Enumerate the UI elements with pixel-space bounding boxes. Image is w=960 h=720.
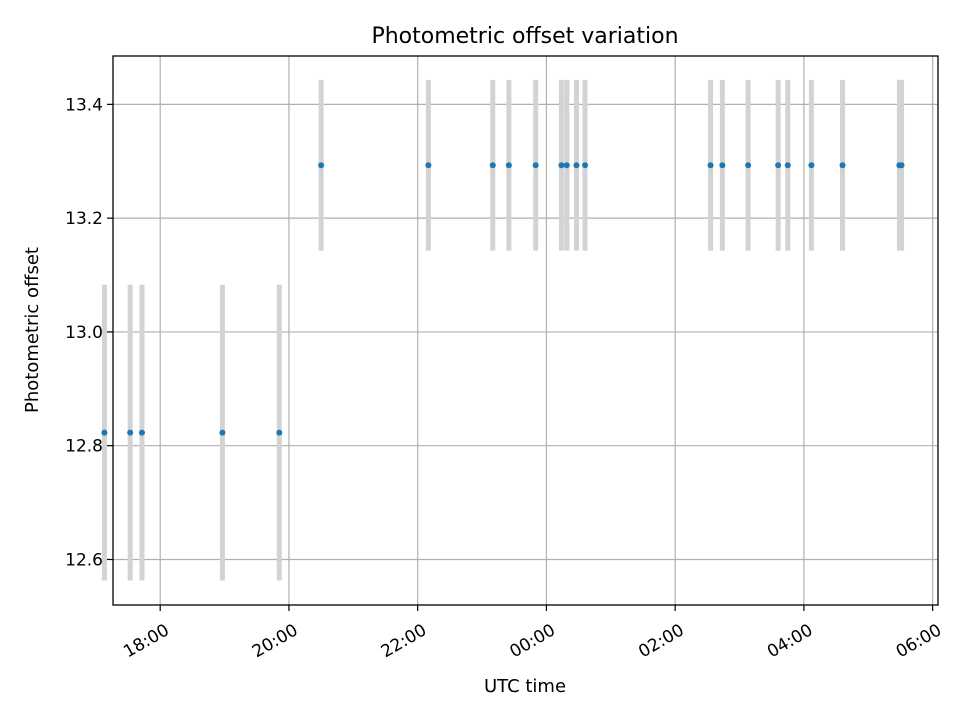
data-point xyxy=(558,162,565,169)
data-point xyxy=(898,162,905,169)
data-point xyxy=(505,162,512,169)
y-axis-label: Photometric offset xyxy=(22,247,43,413)
data-point xyxy=(276,429,283,436)
chart-title: Photometric offset variation xyxy=(371,24,678,49)
data-point xyxy=(563,162,570,169)
data-point xyxy=(839,162,846,169)
data-point xyxy=(318,162,325,169)
data-point xyxy=(582,162,589,169)
data-point xyxy=(775,162,782,169)
data-point xyxy=(425,162,432,169)
y-tick-label: 12.8 xyxy=(65,437,103,457)
data-point xyxy=(219,429,226,436)
data-point xyxy=(532,162,539,169)
data-point xyxy=(101,429,108,436)
data-point xyxy=(127,429,134,436)
data-point xyxy=(707,162,714,169)
grid-layer xyxy=(113,56,938,605)
data-point xyxy=(138,429,145,436)
data-point xyxy=(489,162,496,169)
y-tick-label: 13.4 xyxy=(65,95,103,115)
point-layer xyxy=(101,162,905,436)
plot-area-frame xyxy=(112,55,939,606)
y-tick-label: 13.2 xyxy=(65,209,103,229)
data-point xyxy=(719,162,726,169)
data-point xyxy=(745,162,752,169)
y-tick-label: 12.6 xyxy=(65,550,103,570)
x-axis-label: UTC time xyxy=(484,676,566,697)
data-point xyxy=(573,162,580,169)
y-tick-label: 13.0 xyxy=(65,323,103,343)
data-point xyxy=(808,162,815,169)
data-point xyxy=(784,162,791,169)
